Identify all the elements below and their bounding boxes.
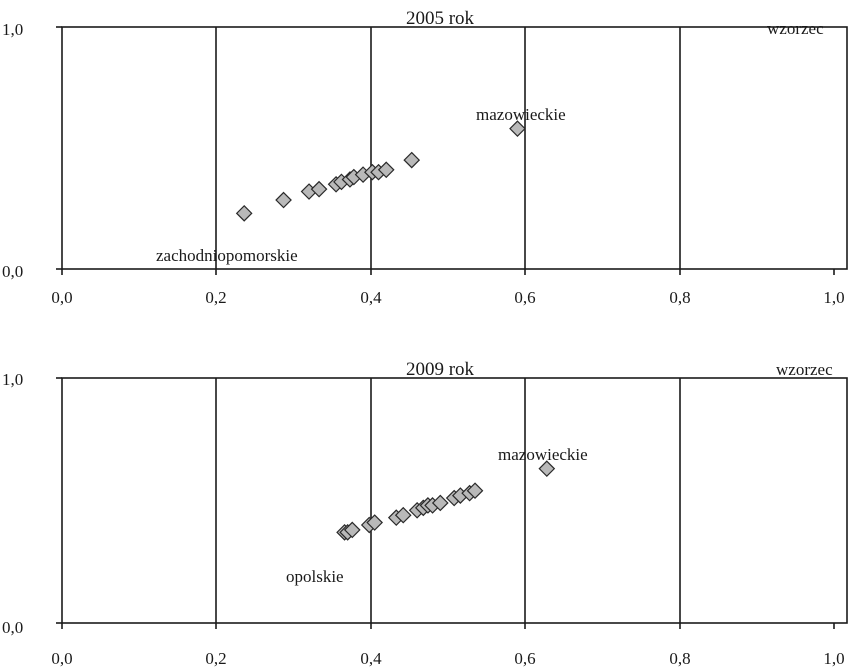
chart-panel-2009: 0,0 1,0 0,0 0,2 0,4 0,6 0,8 1,0 2009 rok wzorz… — [2, 359, 848, 668]
data-point — [431, 494, 449, 512]
x-tick-label: 0,8 — [669, 288, 690, 307]
x-tick-label: 0,2 — [205, 649, 226, 668]
chart-panel-2005: 0,0 1,0 0,0 0,2 0,4 0,6 0,8 1,0 2005 rok wzorz… — [2, 8, 848, 307]
data-point — [366, 514, 384, 531]
x-tick-label: 0,8 — [669, 649, 690, 668]
x-tick-label: 1,0 — [823, 288, 844, 307]
x-tick-label: 0,6 — [514, 649, 535, 668]
x-axis-ticks: 0,0 0,2 0,4 0,6 0,8 1,0 — [51, 269, 845, 307]
y-tick-label: 0,0 — [2, 618, 23, 637]
data-point — [275, 191, 292, 209]
x-tick-label: 0,6 — [514, 288, 535, 307]
x-tick-label: 0,4 — [360, 288, 382, 307]
vertical-gridlines — [215, 378, 681, 623]
annotation-zachodniopomorskie: zachodniopomorskie — [156, 246, 298, 265]
vertical-gridlines — [215, 27, 681, 269]
plot-area — [61, 377, 848, 624]
x-axis-ticks: 0,0 0,2 0,4 0,6 0,8 1,0 — [51, 623, 845, 668]
data-point — [538, 460, 556, 477]
x-tick-label: 0,4 — [360, 649, 382, 668]
plot-area — [61, 26, 848, 270]
data-point — [310, 180, 328, 198]
annotation-opolskie: opolskie — [286, 567, 344, 586]
data-point — [509, 120, 526, 137]
data-point — [403, 151, 421, 169]
corner-label: wzorzec — [767, 19, 824, 38]
data-point — [466, 482, 484, 500]
data-point — [377, 161, 395, 179]
chart-title: 2005 rok — [406, 8, 475, 29]
data-point — [394, 506, 412, 524]
x-tick-label: 0,0 — [51, 649, 72, 668]
annotation-mazowieckie: mazowieckie — [476, 105, 566, 124]
y-tick-label: 0,0 — [2, 262, 23, 281]
data-points — [336, 460, 556, 541]
y-axis-ticks: 0,0 1,0 — [2, 370, 62, 637]
y-tick-label: 1,0 — [2, 370, 23, 389]
y-tick-label: 1,0 — [2, 20, 23, 39]
annotation-mazowieckie: mazowieckie — [498, 445, 588, 464]
data-points — [235, 120, 526, 222]
x-tick-label: 1,0 — [823, 649, 844, 668]
corner-label: wzorzec — [776, 360, 833, 379]
data-point — [343, 521, 361, 539]
x-tick-label: 0,2 — [205, 288, 226, 307]
y-axis-ticks: 0,0 1,0 — [2, 20, 62, 281]
data-point — [235, 204, 253, 222]
x-tick-label: 0,0 — [51, 288, 72, 307]
chart-title: 2009 rok — [406, 359, 475, 380]
